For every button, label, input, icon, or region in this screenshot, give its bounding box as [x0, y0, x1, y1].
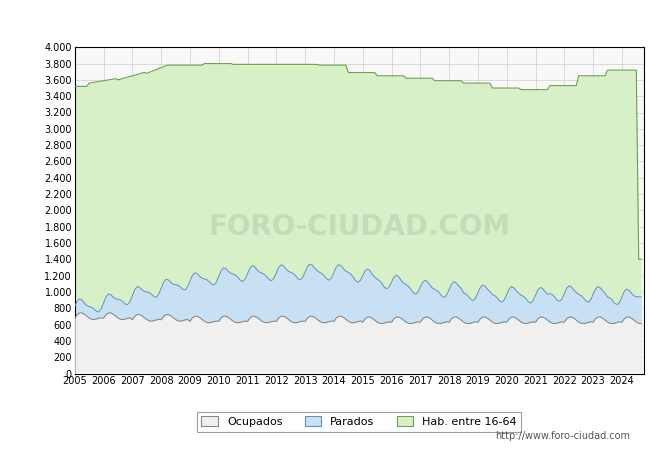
Text: FORO-CIUDAD.COM: FORO-CIUDAD.COM: [208, 213, 510, 241]
Legend: Ocupados, Parados, Hab. entre 16-64: Ocupados, Parados, Hab. entre 16-64: [197, 412, 521, 432]
Text: Ares - Evolucion de la poblacion en edad de Trabajar Septiembre de 2024: Ares - Evolucion de la poblacion en edad…: [79, 13, 571, 26]
Text: http://www.foro-ciudad.com: http://www.foro-ciudad.com: [495, 431, 630, 441]
